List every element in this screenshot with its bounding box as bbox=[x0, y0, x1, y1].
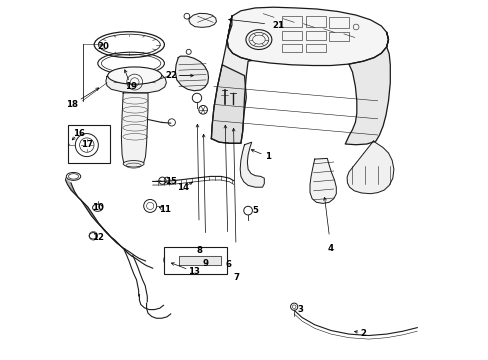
Text: 14: 14 bbox=[177, 183, 189, 192]
Bar bbox=[305, 44, 325, 52]
Text: 17: 17 bbox=[81, 140, 93, 149]
Polygon shape bbox=[106, 71, 166, 93]
Bar bbox=[305, 16, 325, 27]
Text: 13: 13 bbox=[188, 267, 200, 276]
Text: 18: 18 bbox=[66, 100, 78, 109]
Text: 3: 3 bbox=[297, 305, 303, 314]
Ellipse shape bbox=[123, 161, 144, 167]
Polygon shape bbox=[211, 16, 251, 143]
Text: 19: 19 bbox=[125, 82, 137, 91]
Text: 9: 9 bbox=[203, 259, 208, 268]
Polygon shape bbox=[345, 32, 389, 145]
Bar bbox=[282, 16, 302, 27]
Text: 15: 15 bbox=[164, 177, 176, 186]
Polygon shape bbox=[240, 142, 264, 187]
Polygon shape bbox=[211, 65, 246, 143]
Text: 7: 7 bbox=[233, 273, 239, 282]
Text: 21: 21 bbox=[272, 21, 284, 30]
Polygon shape bbox=[175, 56, 208, 91]
Bar bbox=[282, 31, 302, 40]
Polygon shape bbox=[189, 13, 216, 27]
Text: 20: 20 bbox=[97, 42, 109, 51]
Bar bbox=[305, 31, 325, 40]
Bar bbox=[282, 44, 302, 52]
Bar bbox=[328, 32, 348, 41]
Text: 4: 4 bbox=[327, 244, 333, 253]
Polygon shape bbox=[346, 141, 393, 194]
Bar bbox=[163, 247, 226, 274]
Text: 1: 1 bbox=[264, 152, 270, 161]
Bar bbox=[68, 125, 109, 163]
Text: 5: 5 bbox=[252, 206, 258, 215]
Polygon shape bbox=[121, 93, 148, 166]
Text: 22: 22 bbox=[165, 71, 178, 80]
Text: 6: 6 bbox=[225, 260, 231, 269]
Text: 12: 12 bbox=[91, 233, 103, 242]
Text: 2: 2 bbox=[360, 328, 366, 338]
Polygon shape bbox=[179, 256, 221, 265]
Polygon shape bbox=[309, 158, 336, 203]
Bar bbox=[328, 17, 348, 28]
Text: 8: 8 bbox=[196, 246, 202, 255]
Text: 10: 10 bbox=[91, 202, 103, 212]
Polygon shape bbox=[227, 7, 387, 66]
Text: 11: 11 bbox=[158, 205, 170, 214]
Text: 16: 16 bbox=[73, 129, 85, 138]
Ellipse shape bbox=[107, 67, 162, 84]
